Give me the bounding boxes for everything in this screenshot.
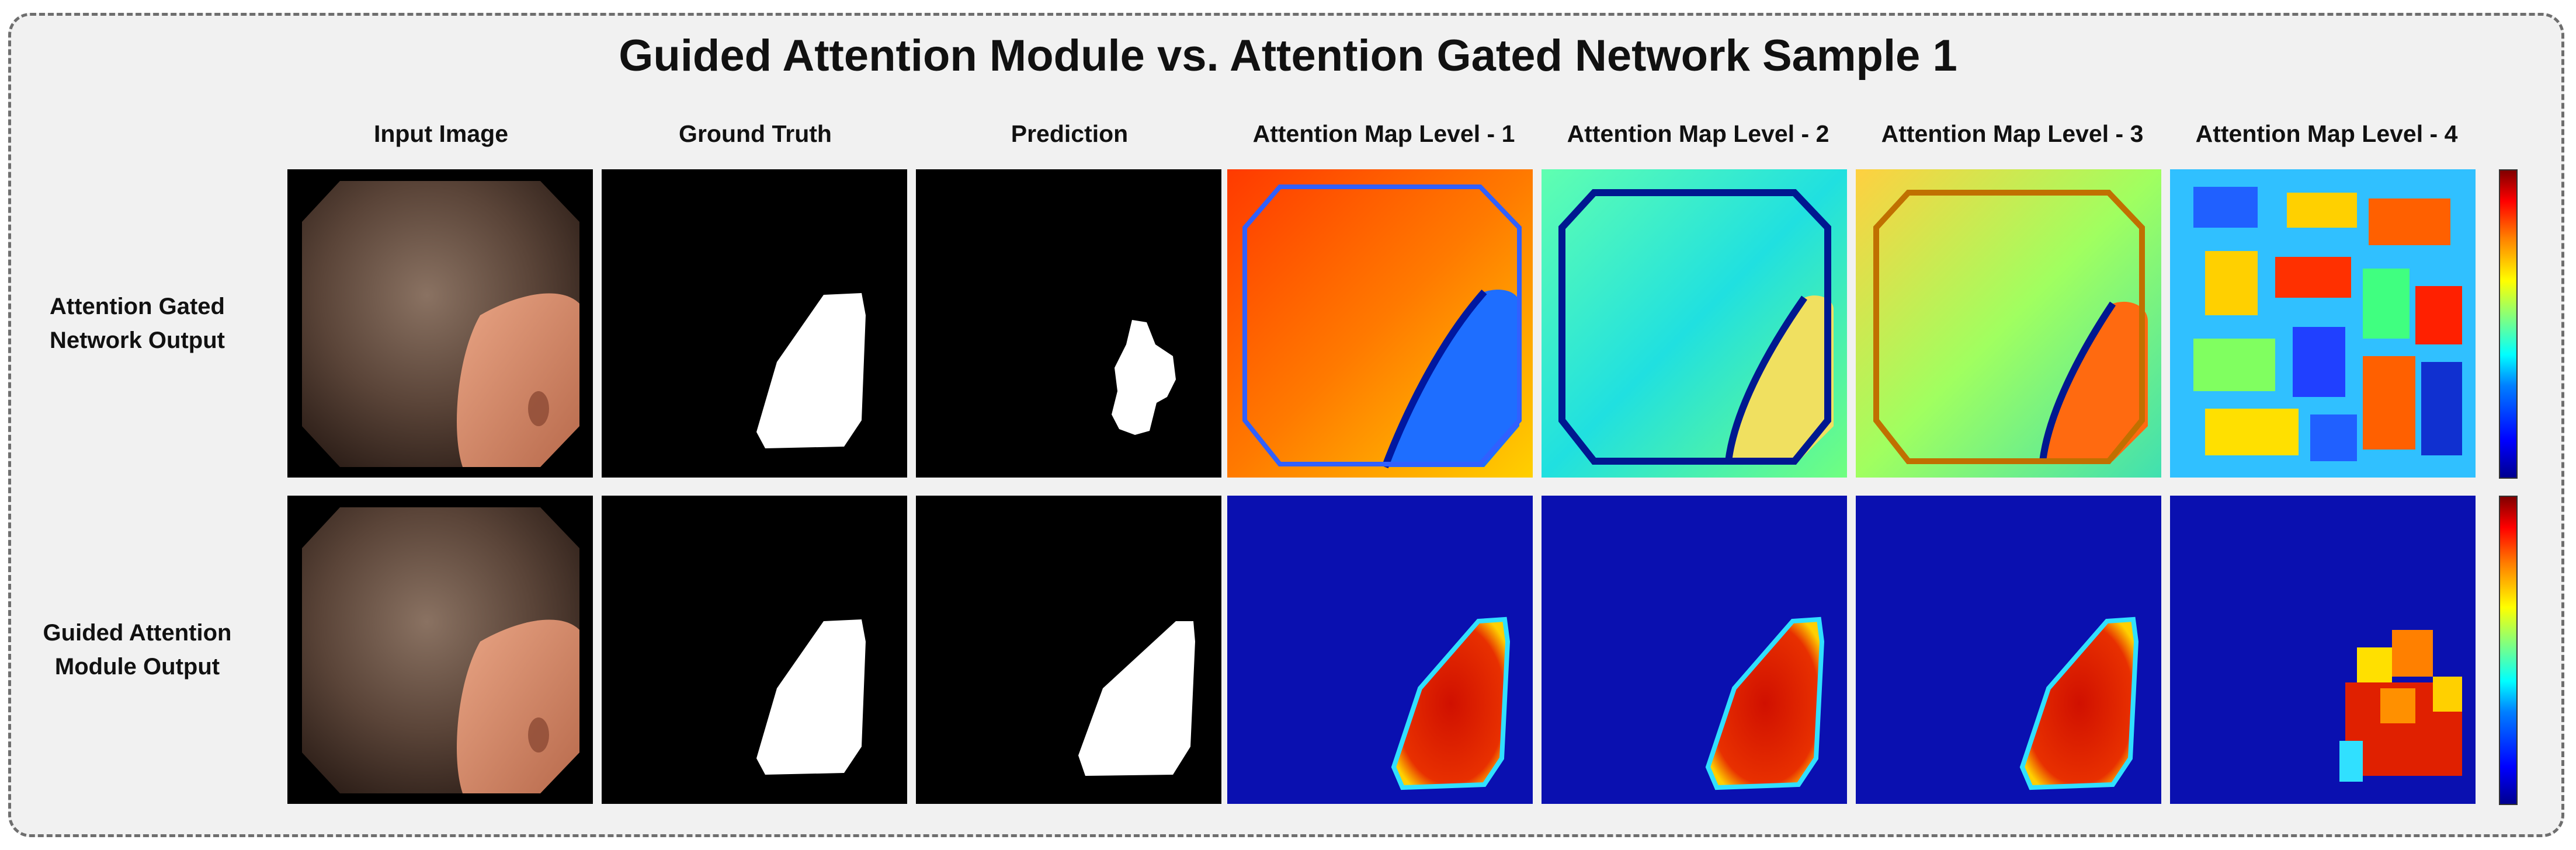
ground-truth-mask-row-1: [602, 169, 907, 478]
attention-map-level-1-row-2: [1227, 496, 1533, 804]
attention-map-level-3-row-1: [1856, 169, 2161, 478]
row-label-line-2: Network Output: [50, 328, 225, 353]
attention-map-level-4-row-2: [2170, 496, 2476, 804]
prediction-mask-row-2: [916, 496, 1221, 804]
prediction-mask-row-1: [916, 169, 1221, 478]
colorbar-row-1: [2499, 169, 2518, 479]
attention-map-level-1-row-1: [1227, 169, 1533, 478]
attention-map-level-2-row-1: [1542, 169, 1847, 478]
column-header-input-image: Input Image: [373, 120, 509, 147]
attention-map-level-4-row-1: [2170, 169, 2476, 478]
attention-map-level-3-row-2: [1856, 496, 2161, 804]
input-image-row-1: [287, 169, 593, 478]
row-label-line-1: Guided Attention: [43, 620, 232, 646]
row-label-line-2: Module Output: [54, 654, 220, 680]
column-header-attention-level-1: Attention Map Level - 1: [1252, 120, 1515, 147]
colorbar-row-2: [2499, 496, 2518, 805]
column-header-attention-level-4: Attention Map Level - 4: [2195, 120, 2458, 147]
column-header-attention-level-2: Attention Map Level - 2: [1567, 120, 1829, 147]
row-label-attention-gated: Attention Gated Network Output: [23, 290, 251, 357]
column-header-attention-level-3: Attention Map Level - 3: [1881, 120, 2144, 147]
row-label-guided-attention: Guided Attention Module Output: [23, 616, 251, 684]
column-header-ground-truth: Ground Truth: [679, 120, 832, 147]
row-label-line-1: Attention Gated: [50, 294, 225, 319]
ground-truth-mask-row-2: [602, 496, 907, 804]
figure-title: Guided Attention Module vs. Attention Ga…: [619, 31, 1957, 81]
input-image-row-2: [287, 496, 593, 804]
attention-map-level-2-row-2: [1542, 496, 1847, 804]
column-header-prediction: Prediction: [1011, 120, 1129, 147]
